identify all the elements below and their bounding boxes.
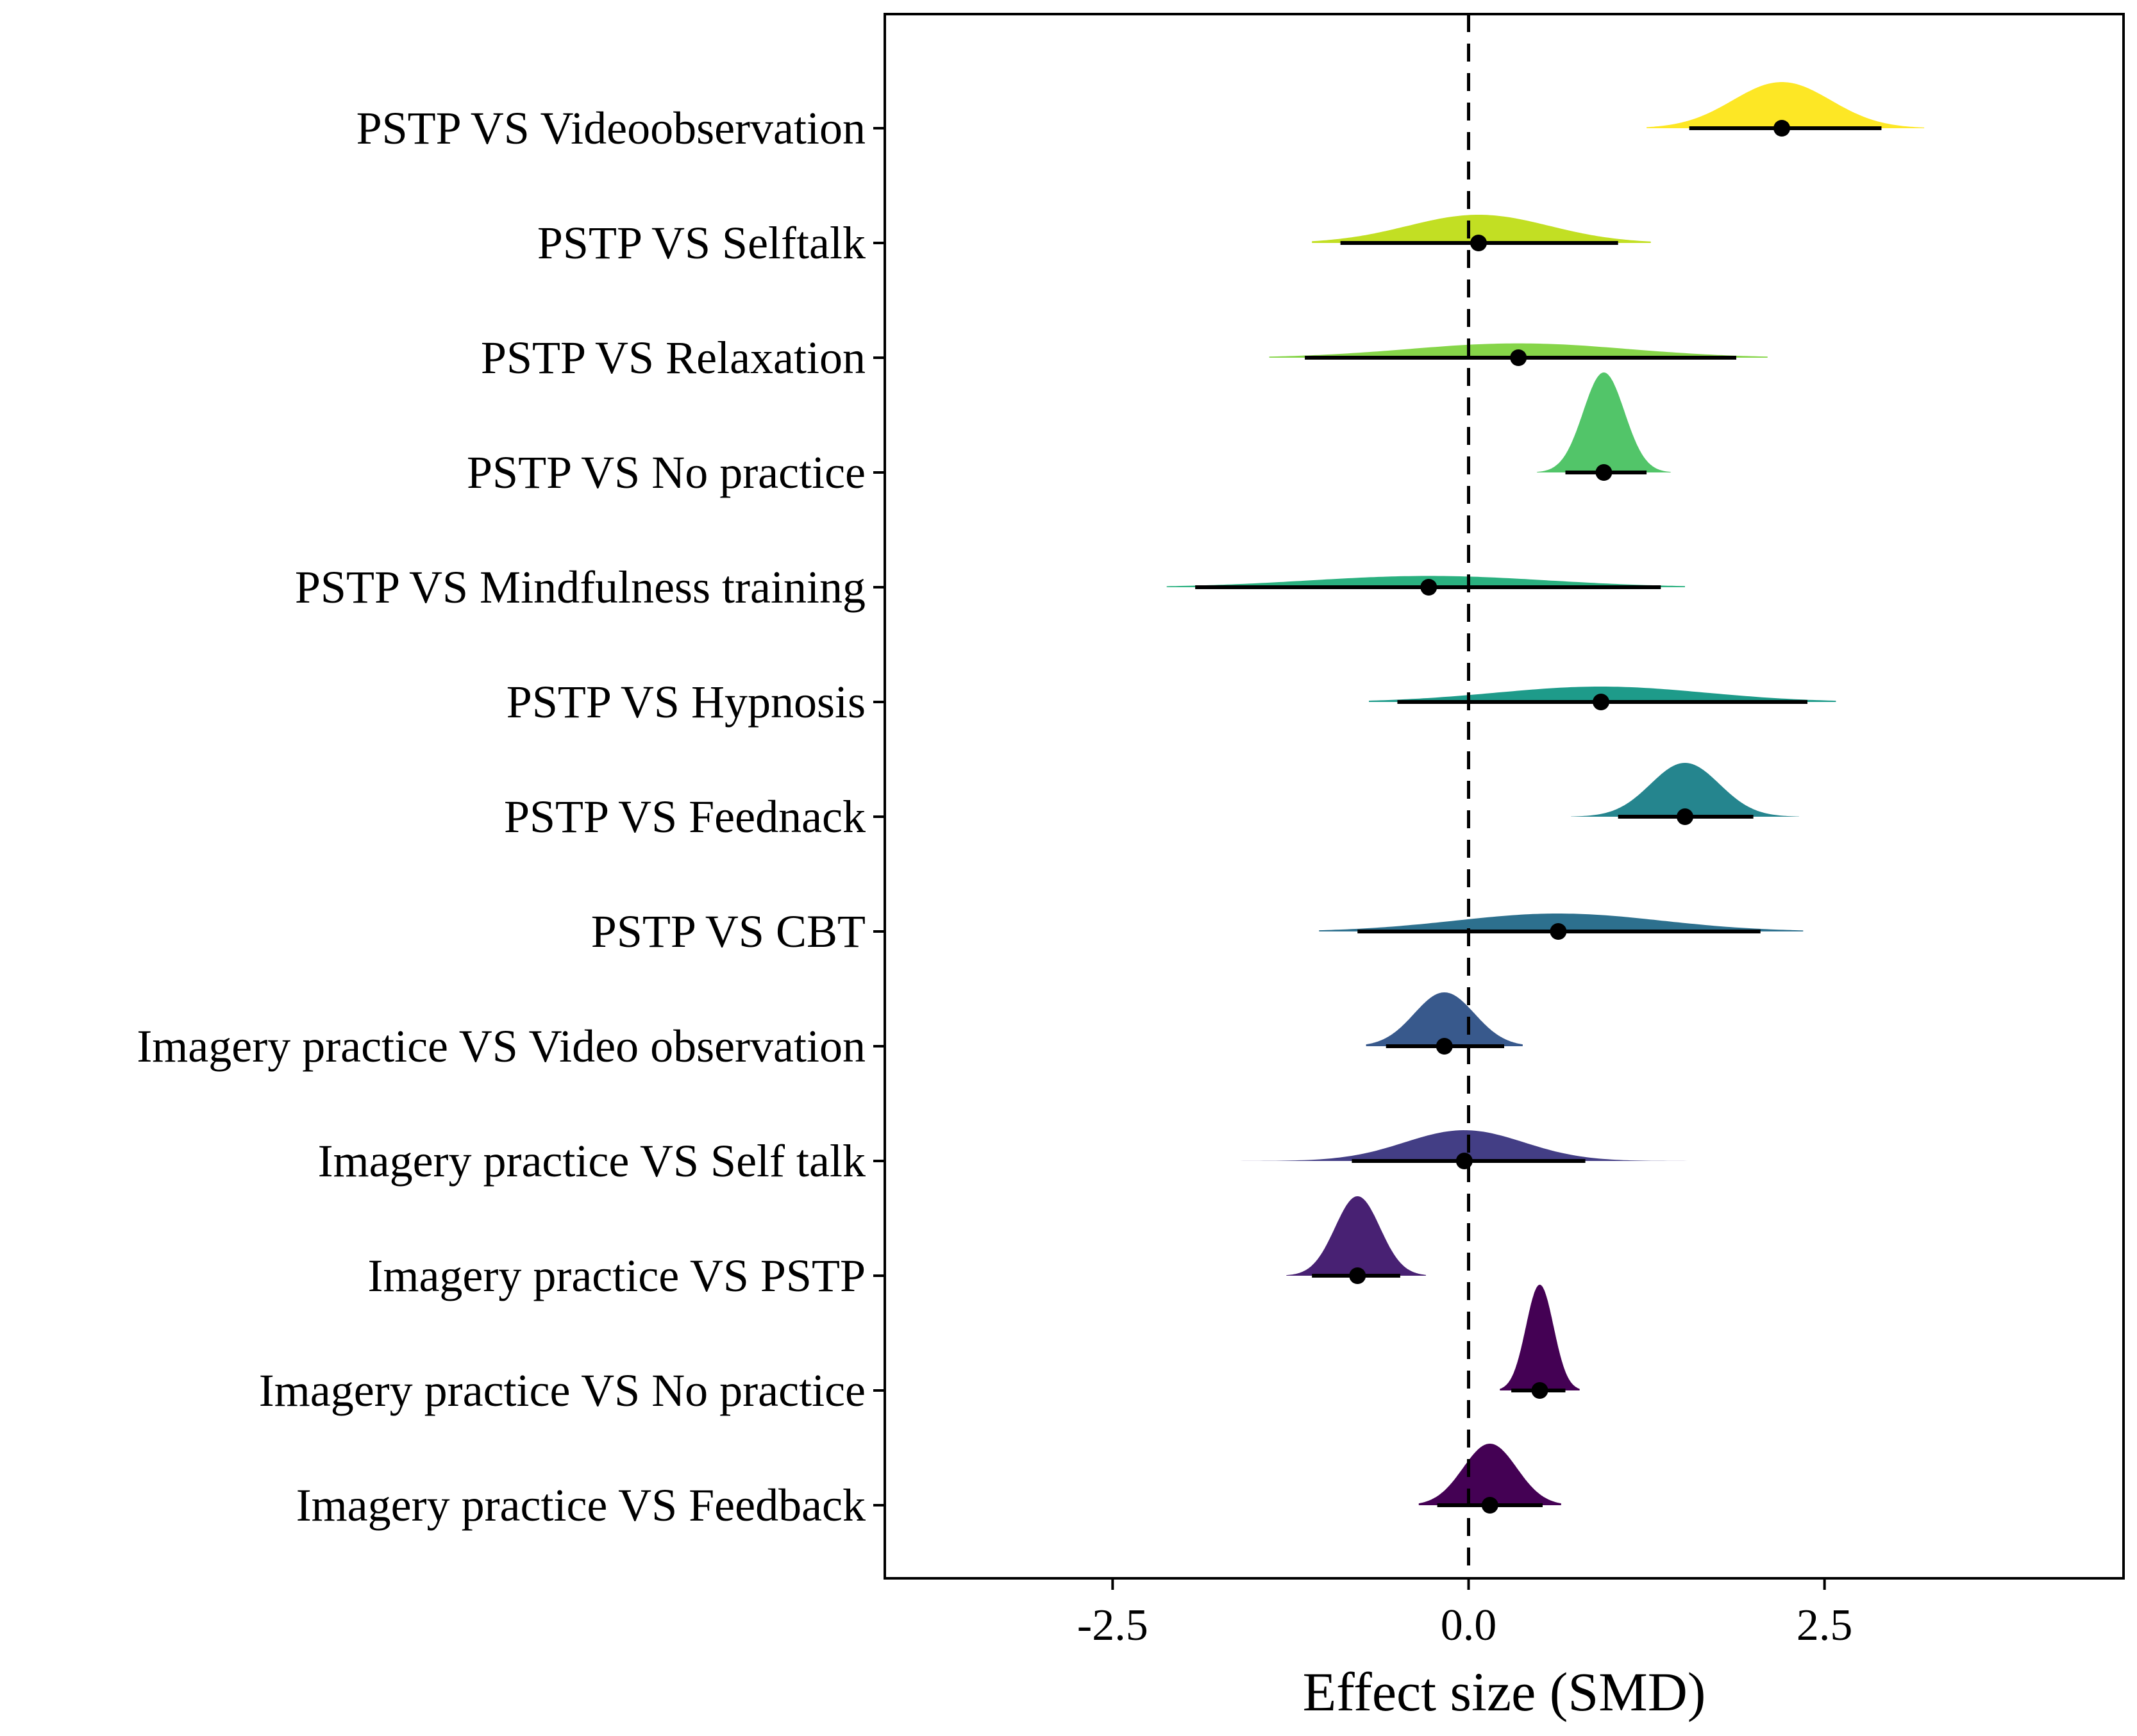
density-11 — [1500, 1285, 1579, 1390]
point-estimate-6 — [1677, 808, 1693, 825]
point-estimate-9 — [1456, 1153, 1473, 1169]
x-tick-label-0: -2.5 — [1077, 1601, 1148, 1650]
point-estimate-10 — [1349, 1267, 1366, 1284]
x-tick-label-2: 2.5 — [1797, 1601, 1853, 1650]
row-label-11: Imagery practice VS No practice — [259, 1365, 866, 1416]
x-axis-title: Effect size (SMD) — [1303, 1661, 1706, 1723]
plot-panel — [885, 14, 2124, 1578]
point-estimate-5 — [1593, 694, 1609, 710]
point-estimate-7 — [1550, 923, 1566, 940]
row-label-0: PSTP VS Videoobservation — [356, 103, 866, 154]
row-label-4: PSTP VS Mindfulness training — [295, 562, 866, 613]
row-label-1: PSTP VS Selftalk — [537, 217, 866, 269]
row-label-3: PSTP VS No practice — [467, 447, 866, 498]
row-label-9: Imagery practice VS Self talk — [318, 1135, 866, 1187]
x-tick-label-1: 0.0 — [1441, 1601, 1497, 1650]
row-label-12: Imagery practice VS Feedback — [296, 1480, 866, 1531]
point-estimate-0 — [1773, 120, 1790, 137]
point-estimate-2 — [1510, 349, 1527, 366]
density-3 — [1537, 372, 1671, 472]
row-label-7: PSTP VS CBT — [591, 906, 866, 957]
y-axis: PSTP VS Videoobservation PSTP VS Selftalk… — [137, 103, 885, 1531]
row-label-6: PSTP VS Feednack — [504, 791, 866, 842]
point-estimate-1 — [1470, 235, 1487, 251]
point-estimate-12 — [1482, 1497, 1498, 1514]
point-estimate-8 — [1436, 1038, 1453, 1055]
point-estimate-11 — [1532, 1382, 1548, 1399]
point-estimate-3 — [1595, 464, 1612, 481]
density-10 — [1286, 1196, 1426, 1276]
row-label-8: Imagery practice VS Video observation — [137, 1021, 866, 1072]
row-label-10: Imagery practice VS PSTP — [367, 1250, 866, 1301]
forest-plot: PSTP VS Videoobservation PSTP VS Selftalk… — [0, 0, 2137, 1736]
row-label-5: PSTP VS Hypnosis — [507, 676, 866, 728]
density-layer — [1167, 82, 1924, 1505]
row-label-2: PSTP VS Relaxation — [481, 332, 866, 383]
x-axis: -2.5 0.0 2.5 — [1077, 1578, 1853, 1650]
density-12 — [1419, 1444, 1561, 1505]
point-estimate-4 — [1420, 579, 1437, 596]
